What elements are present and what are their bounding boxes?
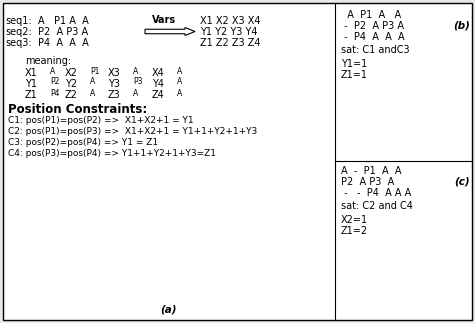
- Text: X1: X1: [25, 68, 38, 78]
- Text: Z3: Z3: [108, 90, 121, 100]
- Text: Y1=1: Y1=1: [341, 59, 367, 69]
- Text: sat: C2 and C4: sat: C2 and C4: [341, 201, 413, 211]
- Text: A: A: [177, 89, 182, 98]
- Text: Y3: Y3: [108, 79, 120, 89]
- Text: P2: P2: [50, 78, 59, 87]
- Text: A  -  P1  A  A: A - P1 A A: [341, 166, 401, 176]
- Text: seq2:: seq2:: [5, 27, 32, 37]
- Text: P4: P4: [50, 89, 59, 98]
- Text: A: A: [90, 89, 95, 98]
- Text: P3: P3: [133, 78, 142, 87]
- Text: A: A: [177, 78, 182, 87]
- Text: seq1:: seq1:: [5, 16, 32, 26]
- Text: Z2: Z2: [65, 90, 78, 100]
- Text: A: A: [177, 67, 182, 76]
- Text: C2: pos(P1)=pos(P3) =>  X1+X2+1 = Y1+1+Y2+1+Y3: C2: pos(P1)=pos(P3) => X1+X2+1 = Y1+1+Y2…: [8, 127, 257, 136]
- Text: Y4: Y4: [152, 79, 164, 89]
- Text: (a): (a): [160, 305, 176, 315]
- Text: seq3:: seq3:: [5, 38, 32, 48]
- Text: C4: pos(P3)=pos(P4) => Y1+1+Y2+1+Y3=Z1: C4: pos(P3)=pos(P4) => Y1+1+Y2+1+Y3=Z1: [8, 149, 216, 158]
- Text: Position Constraints:: Position Constraints:: [8, 103, 147, 116]
- Text: meaning:: meaning:: [25, 56, 71, 66]
- Text: X4: X4: [152, 68, 165, 78]
- Text: A: A: [50, 67, 55, 76]
- Text: X1 X2 X3 X4: X1 X2 X3 X4: [200, 16, 260, 26]
- Text: P4  A  A  A: P4 A A A: [38, 38, 89, 48]
- Text: Z1 Z2 Z3 Z4: Z1 Z2 Z3 Z4: [200, 38, 260, 48]
- Text: C3: pos(P2)=pos(P4) => Y1 = Z1: C3: pos(P2)=pos(P4) => Y1 = Z1: [8, 138, 158, 147]
- Text: P1: P1: [90, 67, 99, 76]
- Text: Vars: Vars: [152, 15, 176, 25]
- Text: Y2: Y2: [65, 79, 77, 89]
- Text: Z4: Z4: [152, 90, 165, 100]
- Text: X2=1: X2=1: [341, 215, 368, 225]
- Text: X3: X3: [108, 68, 121, 78]
- Text: A  P1  A   A: A P1 A A: [341, 10, 401, 20]
- Text: (b): (b): [453, 21, 470, 31]
- Text: X2: X2: [65, 68, 78, 78]
- FancyArrow shape: [145, 27, 195, 36]
- Text: Z1=1: Z1=1: [341, 70, 368, 80]
- Text: P2  A P3  A: P2 A P3 A: [341, 177, 394, 187]
- Text: Y1: Y1: [25, 79, 37, 89]
- Text: -  P2  A P3 A: - P2 A P3 A: [341, 21, 404, 31]
- Text: -   -  P4  A A A: - - P4 A A A: [341, 188, 411, 198]
- Text: A: A: [133, 67, 138, 76]
- Text: (c): (c): [455, 177, 470, 187]
- Text: Y1 Y2 Y3 Y4: Y1 Y2 Y3 Y4: [200, 27, 257, 37]
- Text: Z1: Z1: [25, 90, 38, 100]
- Text: -  P4  A  A  A: - P4 A A A: [341, 32, 405, 42]
- Text: Z1=2: Z1=2: [341, 226, 368, 236]
- Text: A: A: [90, 78, 95, 87]
- Text: A   P1 A  A: A P1 A A: [38, 16, 89, 26]
- Text: C1: pos(P1)=pos(P2) =>  X1+X2+1 = Y1: C1: pos(P1)=pos(P2) => X1+X2+1 = Y1: [8, 116, 194, 125]
- Text: sat: C1 andC3: sat: C1 andC3: [341, 45, 409, 55]
- Text: A: A: [133, 89, 138, 98]
- Text: P2  A P3 A: P2 A P3 A: [38, 27, 88, 37]
